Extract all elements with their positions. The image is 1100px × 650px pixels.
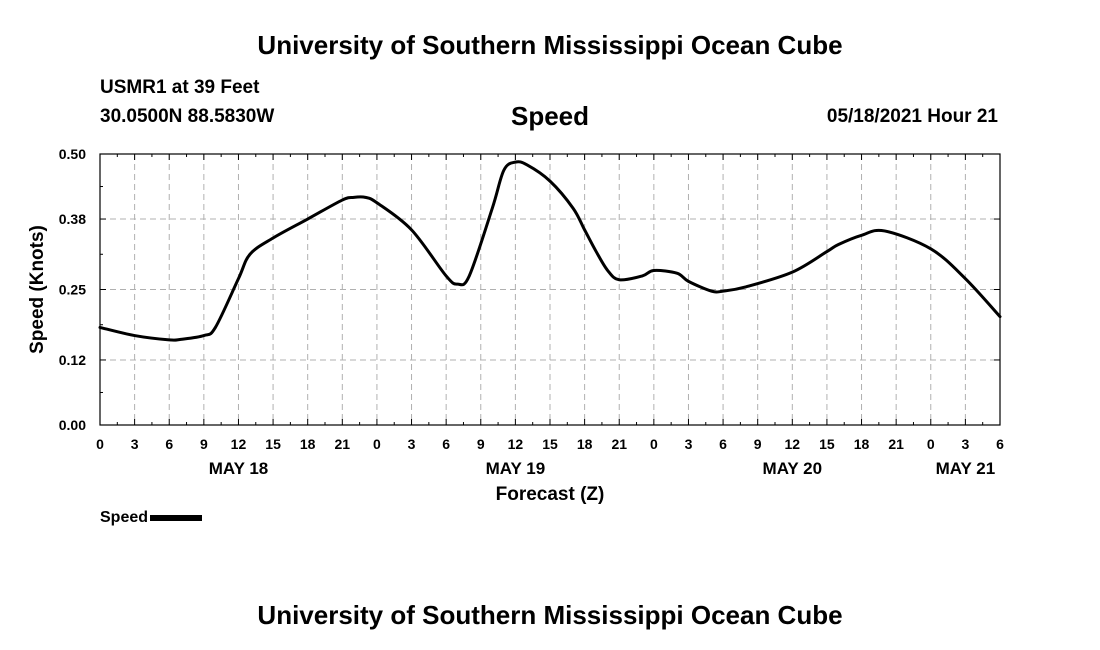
x-tick-label: 9 — [200, 436, 208, 452]
x-tick-label: 6 — [165, 436, 173, 452]
x-tick-label: 3 — [961, 436, 969, 452]
x-tick-label: 15 — [265, 436, 281, 452]
x-tick-label: 12 — [785, 436, 801, 452]
x-tick-label: 3 — [685, 436, 693, 452]
x-tick-label: 18 — [854, 436, 870, 452]
station-name: USMR1 at 39 Feet — [100, 77, 260, 98]
x-tick-label: 9 — [477, 436, 485, 452]
x-day-label: MAY 21 — [936, 459, 996, 478]
x-tick-label: 12 — [231, 436, 247, 452]
y-tick-label: 0.25 — [59, 282, 86, 298]
x-tick-label: 0 — [650, 436, 658, 452]
x-tick-label: 6 — [442, 436, 450, 452]
x-tick-label: 0 — [373, 436, 381, 452]
x-tick-label: 21 — [335, 436, 351, 452]
x-tick-label: 18 — [577, 436, 593, 452]
x-tick-label: 9 — [754, 436, 762, 452]
series-line-speed — [98, 160, 1002, 342]
x-tick-label: 15 — [819, 436, 835, 452]
legend: Speed — [100, 509, 203, 527]
x-tick-label: 6 — [719, 436, 727, 452]
x-tick-label: 12 — [508, 436, 524, 452]
y-tick-label: 0.12 — [59, 352, 86, 368]
footer-title: University of Southern Mississippi Ocean… — [257, 600, 843, 630]
y-axis-label: Speed (Knots) — [27, 225, 48, 354]
x-day-label: MAY 18 — [209, 459, 269, 478]
x-tick-label: 0 — [96, 436, 104, 452]
x-tick-label: 18 — [300, 436, 316, 452]
legend-swatch — [150, 514, 203, 521]
station-coordinates: 30.0500N 88.5830W — [100, 106, 275, 127]
chart-title: Speed — [510, 101, 590, 131]
x-tick-label: 6 — [996, 436, 1004, 452]
forecast-datetime: 05/18/2021 Hour 21 — [826, 106, 998, 127]
y-tick-label: 0.00 — [59, 417, 86, 433]
legend-label: Speed — [100, 509, 149, 526]
x-tick-label: 21 — [888, 436, 904, 452]
x-day-label: MAY 20 — [763, 459, 823, 478]
x-tick-label: 3 — [131, 436, 139, 452]
x-tick-label: 3 — [408, 436, 416, 452]
x-tick-label: 15 — [542, 436, 558, 452]
x-tick-label: 21 — [611, 436, 627, 452]
y-tick-label: 0.50 — [59, 146, 86, 162]
x-axis-label: Forecast (Z) — [496, 484, 605, 505]
page-title: University of Southern Mississippi Ocean… — [257, 30, 843, 60]
x-day-label: MAY 19 — [486, 459, 546, 478]
x-tick-label: 0 — [927, 436, 935, 452]
y-tick-label: 0.38 — [59, 211, 86, 227]
